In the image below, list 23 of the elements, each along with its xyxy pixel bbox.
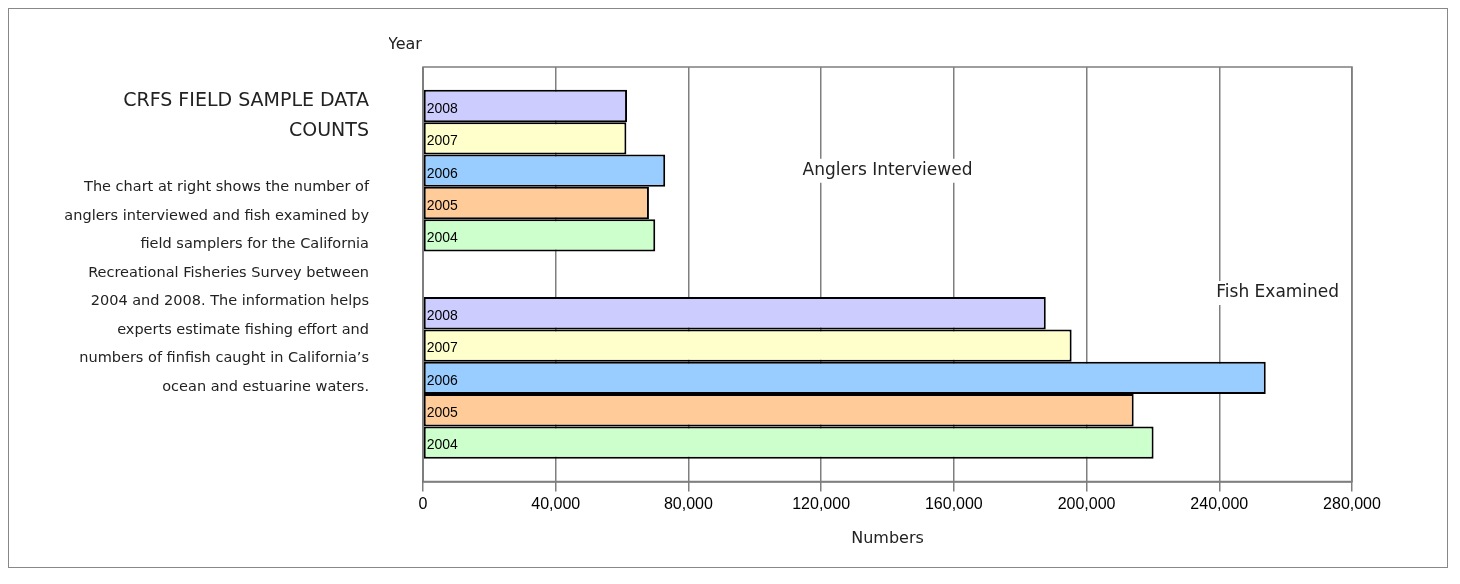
series-label: 2007 (426, 132, 459, 149)
annotation: Fish Examined (1216, 281, 1340, 302)
text: CRFS FIELD SAMPLE DATA COUNTS (122, 87, 369, 142)
x-tick-label: 200,000 (1057, 494, 1116, 512)
x-tick-label: 160,000 (924, 494, 983, 512)
text: 2005 (426, 404, 458, 421)
text: 2007 (426, 339, 458, 356)
text: 2006 (426, 371, 458, 388)
series-label: 2004 (426, 229, 459, 246)
series-label: 2005 (426, 196, 459, 213)
x-axis-title: Numbers (851, 527, 924, 547)
x-tick-label: 240,000 (1190, 494, 1249, 512)
x-tick-label: 0 (418, 494, 428, 512)
x-tick-label: 120,000 (792, 494, 851, 512)
annotation: Anglers Interviewed (802, 159, 973, 180)
text: 2008 (426, 307, 458, 324)
x-tick-label: 40,000 (531, 494, 581, 512)
text: The chart at right shows the number of anglers interviewed and fish examined by field samplers for the California Recreational Fisheries Survey between 2004 and 2008. The information helps experts estimate fishing effort and numbers of finfish caught in California’s ocean and estuarine waters. (64, 177, 369, 396)
x-tick-label: 80,000 (663, 494, 713, 512)
series-label: 2006 (426, 164, 459, 181)
text: 2004 (426, 436, 458, 453)
x-tick-label: 280,000 (1323, 494, 1382, 512)
series-label: 2008 (426, 99, 459, 116)
